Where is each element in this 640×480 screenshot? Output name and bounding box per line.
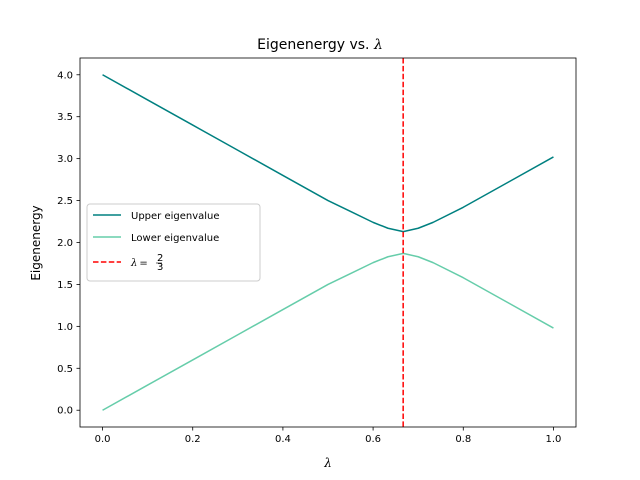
y-tick-label: 2.5 bbox=[57, 196, 73, 207]
legend-vline-denominator: 3 bbox=[157, 262, 163, 273]
x-tick-label: 0.8 bbox=[455, 434, 471, 445]
chart-title: Eigenenergy vs. λ bbox=[257, 37, 383, 53]
plot-area bbox=[102, 58, 554, 427]
legend-label-upper: Upper eigenvalue bbox=[131, 211, 220, 222]
series-line-upper bbox=[102, 74, 554, 233]
series-line-lower bbox=[102, 252, 554, 411]
legend-vline-symbol: λ bbox=[130, 258, 137, 269]
x-tick-label: 0.0 bbox=[95, 434, 111, 445]
legend-label-lower: Lower eigenvalue bbox=[131, 233, 219, 244]
y-tick-label: 4.0 bbox=[57, 70, 73, 81]
legend-vline-equals: = bbox=[139, 258, 147, 269]
x-tick-label: 0.6 bbox=[365, 434, 381, 445]
x-tick-label: 1.0 bbox=[546, 434, 562, 445]
legend: Upper eigenvalue Lower eigenvalue λ = 2 3 bbox=[86, 203, 261, 282]
chart-title-text: Eigenenergy vs. bbox=[257, 37, 369, 53]
y-tick-label: 0.5 bbox=[57, 364, 73, 375]
legend-vline-numerator: 2 bbox=[157, 253, 163, 264]
y-tick-label: 3.5 bbox=[57, 112, 73, 123]
x-tick-label: 0.2 bbox=[185, 434, 201, 445]
y-axis-label: Eigenenergy bbox=[29, 205, 43, 280]
y-tick-label: 3.0 bbox=[57, 154, 73, 165]
y-tick-label: 1.0 bbox=[57, 322, 73, 333]
x-axis-label: λ bbox=[323, 456, 332, 470]
axes: 0.0 0.2 0.4 0.6 0.8 1.0 0.0 0.5 1.0 1.5 2.0 2.5 3.0 3… bbox=[57, 57, 577, 445]
chart-title-symbol: λ bbox=[373, 37, 383, 53]
legend-frame bbox=[86, 203, 261, 282]
y-tick-label: 1.5 bbox=[57, 280, 73, 291]
y-tick-label: 0.0 bbox=[57, 406, 73, 417]
y-tick-label: 2.0 bbox=[57, 238, 73, 249]
x-tick-label: 0.4 bbox=[275, 434, 291, 445]
legend-label-vline: λ = bbox=[130, 258, 148, 269]
